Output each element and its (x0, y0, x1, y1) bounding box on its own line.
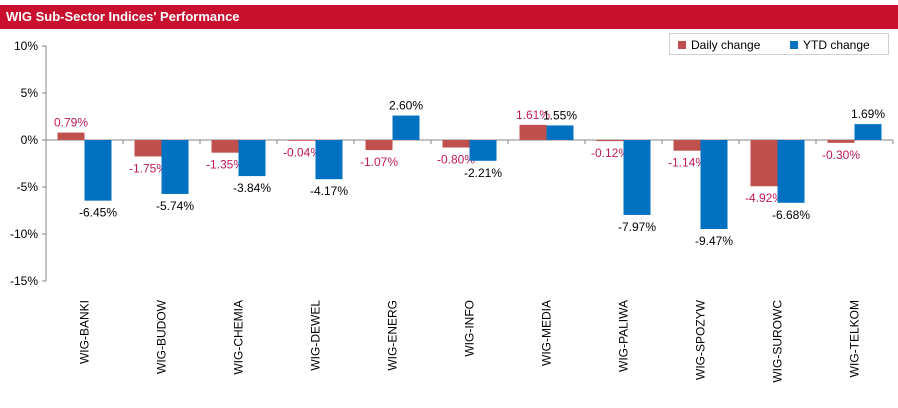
category-label: WIG-CHEMIA (232, 300, 246, 375)
category-label: WIG-SPOZYW (694, 299, 708, 380)
bar-daily-change (288, 140, 316, 141)
data-label-ytd: -5.74% (156, 199, 194, 213)
data-label-ytd: 1.55% (543, 108, 577, 122)
y-tick-label: -10% (10, 227, 38, 241)
bar-daily-change (57, 132, 85, 140)
bar-daily-change (134, 140, 162, 157)
category-label: WIG-TELKOM (848, 300, 862, 377)
legend-item-ytd: YTD change (790, 38, 870, 52)
bar-daily-change (827, 140, 855, 143)
category-label: WIG-SUROWC (771, 300, 785, 383)
bar-daily-change (673, 140, 701, 151)
legend-swatch-ytd (790, 41, 798, 49)
bar-ytd-change (700, 140, 728, 230)
bar-ytd-change (854, 124, 882, 140)
y-tick-label: 0% (21, 133, 39, 147)
category-label: WIG-INFO (463, 300, 477, 357)
data-label-daily: 1.61% (516, 108, 550, 122)
legend: Daily change YTD change (669, 33, 889, 55)
bar-daily-change (750, 140, 778, 187)
category-label: WIG-BANKI (78, 300, 92, 364)
bar-ytd-change (469, 140, 497, 161)
category-label: WIG-DEWEL (309, 300, 323, 371)
chart-title-bar: WIG Sub-Sector Indices' Performance (0, 5, 898, 29)
bar-daily-change (519, 124, 547, 140)
bar-ytd-change (623, 140, 651, 215)
data-label-ytd: -6.68% (772, 208, 810, 222)
data-label-daily: -0.30% (822, 148, 860, 162)
data-label-daily: -1.14% (668, 156, 706, 170)
data-label-ytd: -3.84% (233, 181, 271, 195)
data-label-daily: -0.04% (283, 145, 321, 159)
data-label-ytd: -2.21% (464, 166, 502, 180)
data-label-daily: -1.35% (206, 158, 244, 172)
category-label: WIG-BUDOW (155, 299, 169, 374)
bar-daily-change (596, 140, 624, 142)
category-label: WIG-MEDIA (540, 300, 554, 366)
data-label-ytd: -6.45% (79, 206, 117, 220)
bar-ytd-change (238, 140, 266, 177)
category-label: WIG-PALIWA (617, 300, 631, 372)
bar-ytd-change (161, 140, 189, 194)
chart-title: WIG Sub-Sector Indices' Performance (6, 9, 240, 24)
legend-swatch-daily (678, 41, 686, 49)
data-label-daily: 0.79% (54, 116, 88, 130)
bar-ytd-change (777, 140, 805, 203)
y-tick-label: 5% (21, 86, 39, 100)
bar-daily-change (365, 140, 393, 151)
bar-ytd-change (84, 140, 112, 201)
data-label-ytd: -4.17% (310, 184, 348, 198)
bar-ytd-change (546, 125, 574, 140)
data-label-ytd: 2.60% (389, 99, 423, 113)
legend-item-daily: Daily change (678, 38, 760, 52)
data-label-daily: -1.07% (360, 155, 398, 169)
bar-ytd-change (315, 140, 343, 180)
data-label-daily: -1.75% (129, 161, 167, 175)
y-tick-label: -5% (17, 180, 39, 194)
y-tick-label: 10% (14, 39, 38, 53)
bar-daily-change (211, 140, 239, 153)
bar-daily-change (442, 140, 470, 148)
data-label-daily: -0.80% (437, 153, 475, 167)
data-label-ytd: -9.47% (695, 234, 733, 248)
data-label-daily: -0.12% (591, 146, 629, 160)
bar-ytd-change (392, 115, 420, 140)
legend-label-daily: Daily change (691, 38, 761, 52)
legend-label-ytd: YTD change (803, 38, 870, 52)
y-tick-label: -15% (10, 274, 38, 288)
category-label: WIG-ENERG (386, 300, 400, 371)
data-label-ytd: 1.69% (851, 107, 885, 121)
data-label-daily: -4.92% (745, 191, 783, 205)
data-label-ytd: -7.97% (618, 220, 656, 234)
